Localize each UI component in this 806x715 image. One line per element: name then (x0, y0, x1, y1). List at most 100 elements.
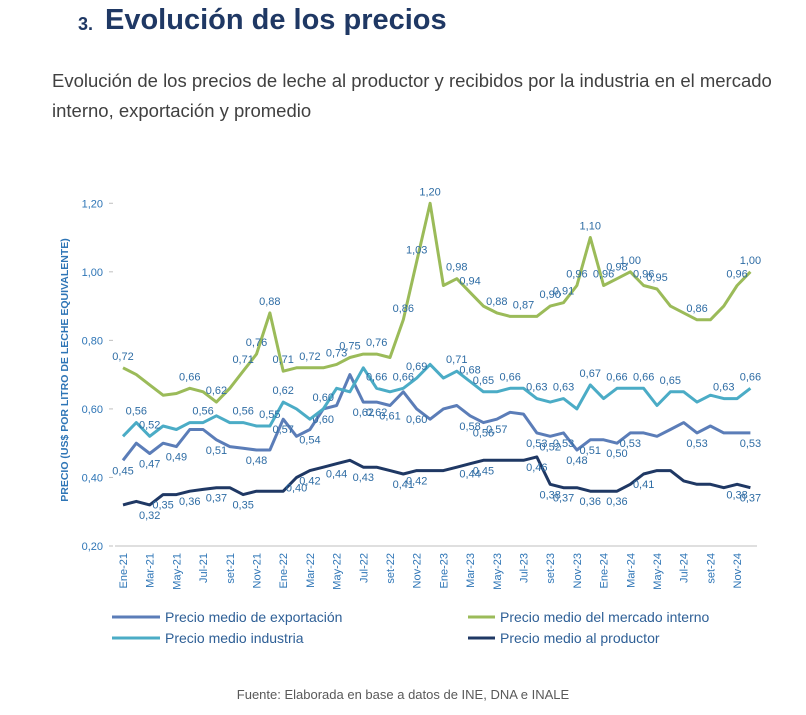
data-label: 0,53 (553, 438, 574, 450)
data-label: 0,45 (473, 465, 494, 477)
subtitle: Evolución de los precios de leche al pro… (52, 70, 772, 121)
section-title: Evolución de los precios (105, 4, 447, 36)
x-tick-label: Nov-22 (412, 553, 424, 588)
legend-label: Precio medio al productor (500, 630, 660, 646)
x-tick-label: Nov-21 (252, 553, 264, 588)
data-label: 0,45 (112, 465, 133, 477)
x-tick-label: set-23 (545, 553, 557, 584)
data-label: 0,41 (633, 479, 654, 491)
data-label: 0,98 (446, 262, 467, 274)
data-label: 0,76 (246, 337, 267, 349)
data-label: 0,62 (353, 407, 374, 419)
data-label: 1,00 (620, 255, 641, 267)
x-tick-label: Jul-21 (198, 553, 210, 583)
data-label: 0,68 (459, 364, 480, 376)
data-label: 0,86 (393, 303, 414, 315)
x-tick-label: May-23 (492, 553, 504, 590)
data-label: 0,38 (726, 489, 747, 501)
data-label: 1,20 (419, 186, 440, 198)
series-line (121, 362, 752, 438)
data-label: 1,00 (740, 255, 761, 267)
data-label: 0,63 (526, 382, 547, 394)
data-label: 0,88 (486, 296, 507, 308)
data-label: 0,36 (580, 496, 601, 508)
y-tick-label: 0,20 (82, 541, 103, 553)
data-label: 0,32 (139, 510, 160, 522)
data-label: 0,41 (393, 479, 414, 491)
data-label: 0,37 (740, 493, 761, 505)
legend-label: Precio medio industria (165, 630, 304, 646)
data-label: 0,48 (566, 455, 587, 467)
data-label: 0,66 (633, 371, 654, 383)
data-label: 0,71 (446, 354, 467, 366)
y-axis-title: PRECIO (US$ POR LITRO DE LECHE EQUIVALEN… (59, 238, 71, 502)
data-label: 0,66 (393, 371, 414, 383)
data-label: 0,42 (406, 476, 427, 488)
data-label: 0,63 (713, 382, 734, 394)
data-label: 0,36 (606, 496, 627, 508)
data-label: 0,49 (166, 452, 187, 464)
data-label: 0,61 (379, 410, 400, 422)
data-label: 0,95 (646, 272, 667, 284)
data-label: 0,56 (126, 406, 147, 418)
data-label: 0,37 (553, 493, 574, 505)
chart: PRECIO (US$ POR LITRO DE LECHE EQUIVALEN… (59, 186, 761, 646)
data-label: 0,57 (486, 424, 507, 436)
data-label: 0,72 (299, 351, 320, 363)
data-label: 0,94 (459, 275, 480, 287)
x-tick-label: Ene-21 (118, 553, 130, 588)
legend-label: Precio medio de exportación (165, 609, 342, 625)
data-label: 0,60 (313, 392, 334, 404)
data-label: 0,62 (366, 407, 387, 419)
data-label: 0,52 (139, 419, 160, 431)
data-label: 0,52 (539, 441, 560, 453)
x-tick-label: Jul-24 (679, 553, 691, 583)
data-label: 0,58 (459, 421, 480, 433)
data-label: 0,44 (326, 469, 347, 481)
x-tick-label: Mar-21 (145, 553, 157, 588)
data-label: 0,71 (272, 354, 293, 366)
data-label: 0,53 (526, 438, 547, 450)
data-label: 0,60 (406, 414, 427, 426)
data-label: 0,38 (539, 489, 560, 501)
data-label: 0,40 (286, 482, 307, 494)
x-tick-label: Nov-23 (572, 553, 584, 588)
data-label: 0,53 (740, 438, 761, 450)
data-label: 0,76 (366, 337, 387, 349)
data-label: 0,96 (593, 269, 614, 281)
data-label: 0,87 (513, 299, 534, 311)
data-label: 0,91 (553, 286, 574, 298)
data-label: 0,53 (686, 438, 707, 450)
data-label: 0,46 (526, 462, 547, 474)
data-label: 0,42 (299, 476, 320, 488)
data-label: 0,48 (246, 455, 267, 467)
x-tick-label: May-24 (652, 553, 664, 590)
legend-label: Precio medio del mercado interno (500, 609, 710, 625)
data-label: 0,88 (259, 296, 280, 308)
data-label: 0,47 (139, 458, 160, 470)
data-label: 0,71 (232, 354, 253, 366)
x-tick-label: Ene-22 (278, 553, 290, 588)
x-tick-label: Mar-22 (305, 553, 317, 588)
data-label: 0,86 (686, 303, 707, 315)
data-label: 0,35 (152, 500, 173, 512)
data-label: 0,65 (473, 375, 494, 387)
data-label: 0,66 (179, 371, 200, 383)
data-label: 0,73 (326, 347, 347, 359)
data-label: 0,96 (633, 269, 654, 281)
data-label: 0,54 (299, 434, 320, 446)
data-label: 0,51 (206, 445, 227, 457)
data-label: 0,66 (740, 371, 761, 383)
data-label: 0,66 (499, 371, 520, 383)
series-line (122, 201, 752, 404)
x-tick-label: set-22 (385, 553, 397, 584)
y-tick-label: 0,80 (82, 335, 103, 347)
data-label: 0,57 (272, 424, 293, 436)
series-line (121, 373, 751, 462)
data-label: 1,10 (580, 221, 601, 233)
data-label: 0,56 (192, 406, 213, 418)
section-number: 3. (78, 14, 94, 34)
data-label: 0,66 (606, 371, 627, 383)
x-tick-label: Jul-22 (358, 553, 370, 583)
